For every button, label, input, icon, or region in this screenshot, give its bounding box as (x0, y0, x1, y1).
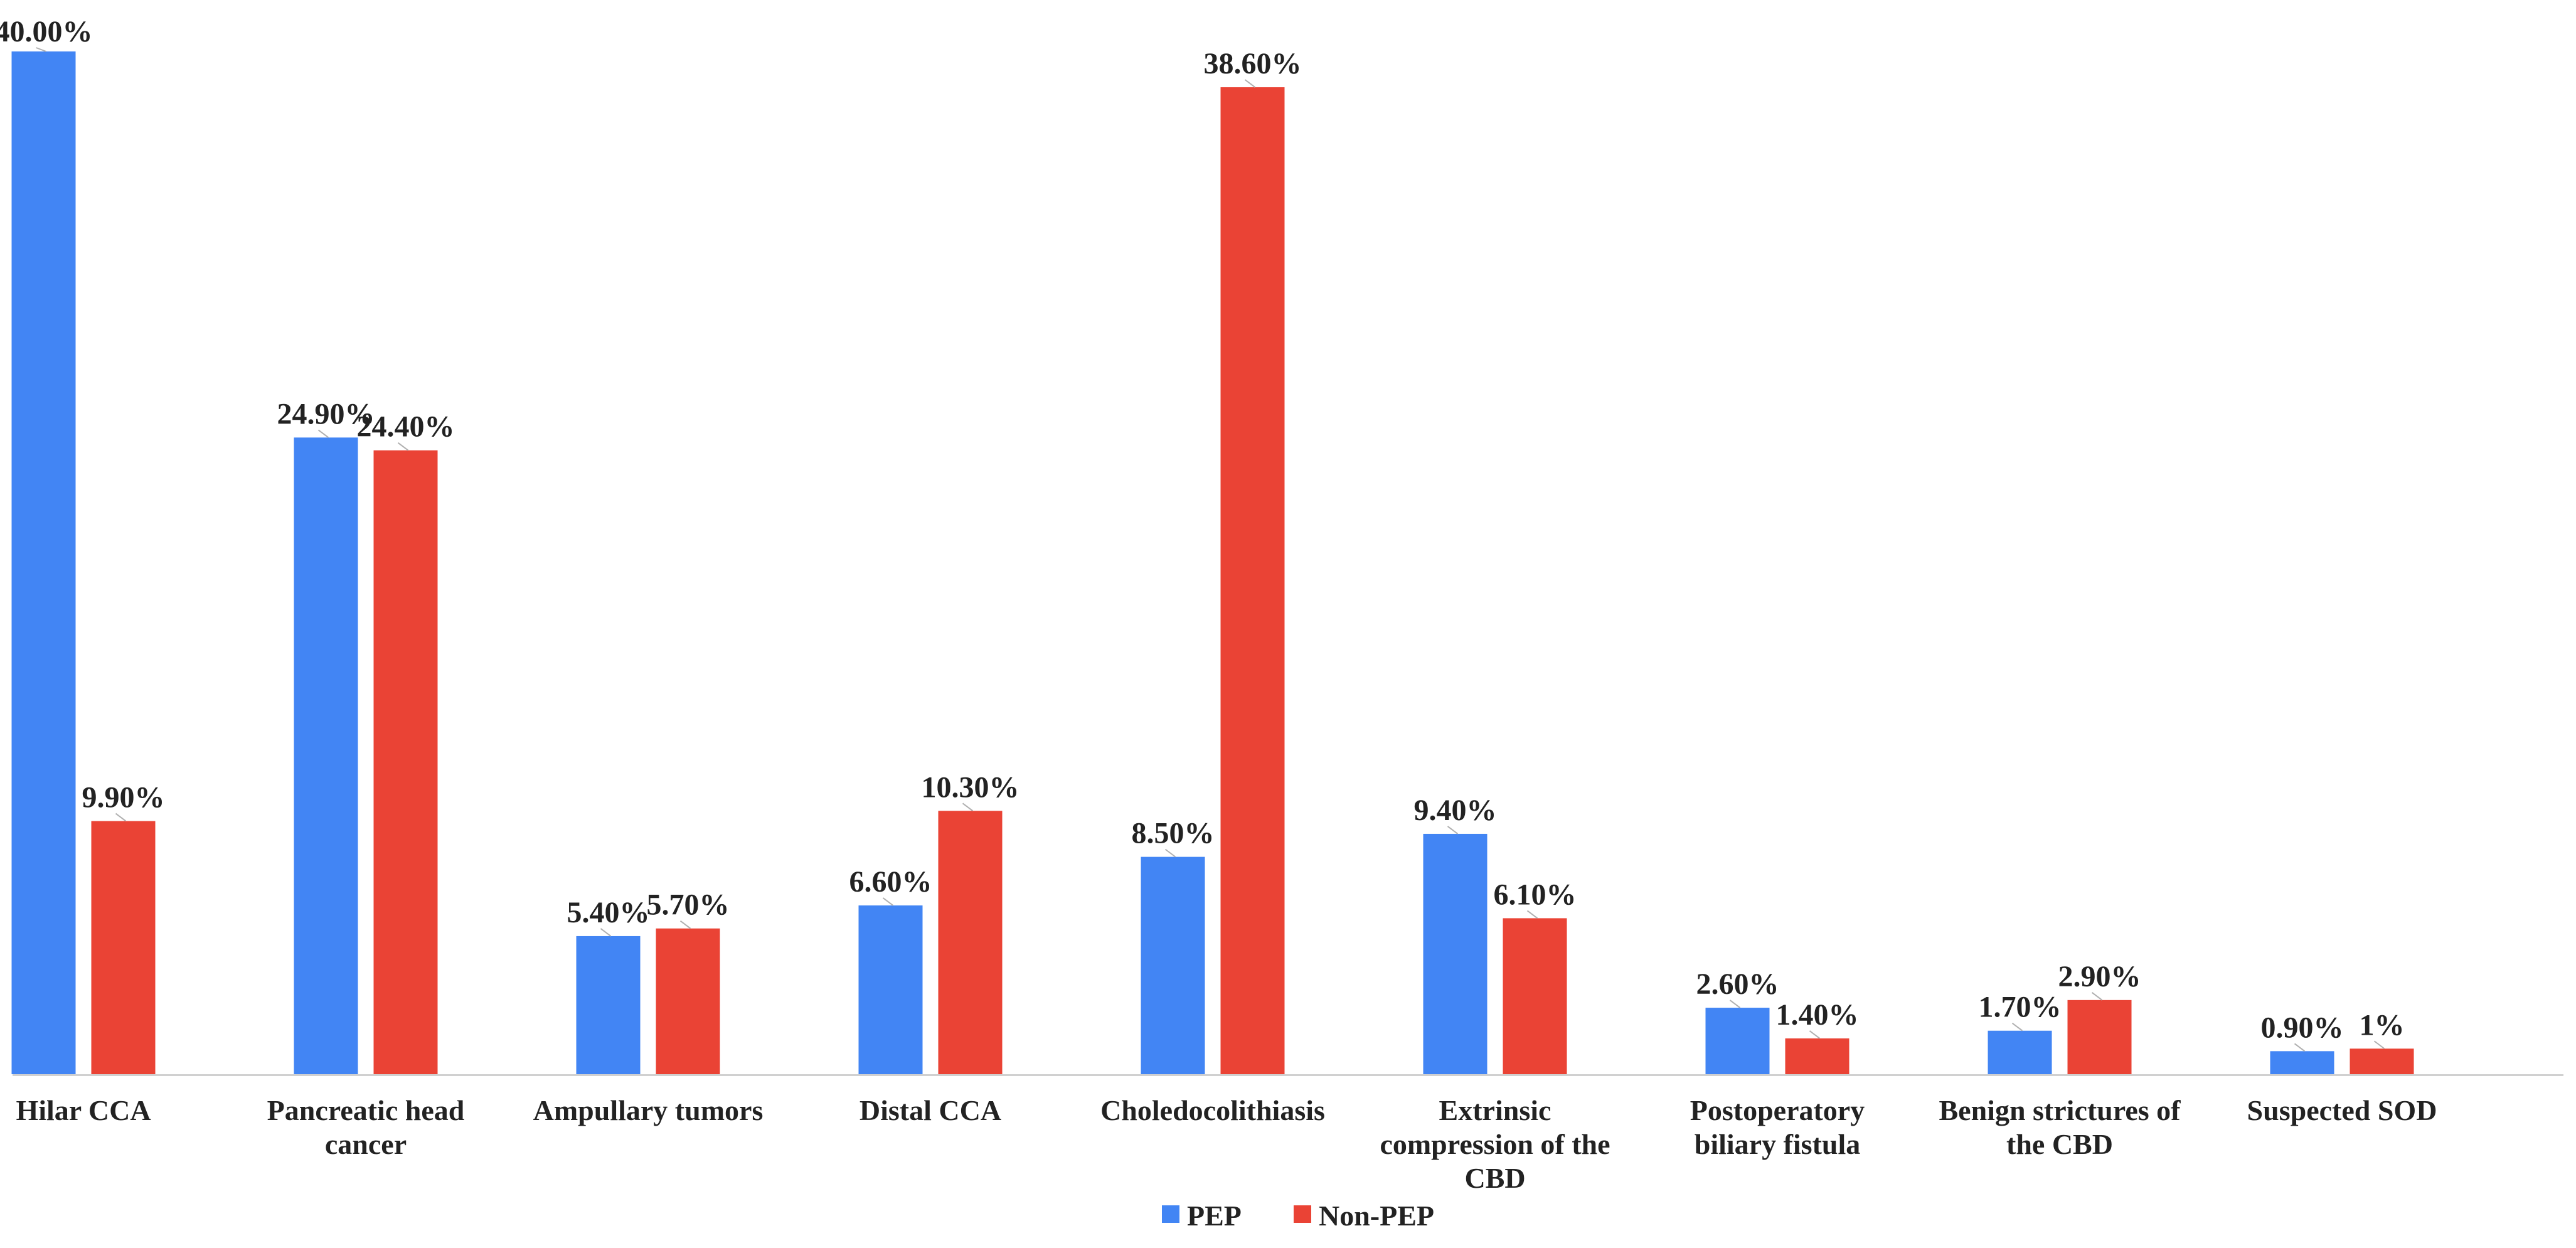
value-label-pep-2: 5.40% (567, 896, 650, 929)
category-label-line: cancer (325, 1128, 407, 1160)
bar-non-pep-5 (1503, 918, 1567, 1074)
leader-line-pep-8 (2294, 1043, 2306, 1052)
leader-line-pep-3 (882, 897, 894, 906)
value-label-pep-8: 0.90% (2261, 1011, 2344, 1044)
leader-line-pep-1 (317, 429, 329, 439)
category-labels-group: Hilar CCA Pancreatic head cancer Ampullary … (16, 1094, 2437, 1194)
category-label-line: Pancreatic head (267, 1094, 465, 1126)
leader-line-non-pep-6 (1809, 1030, 1821, 1039)
bar-non-pep-8 (2350, 1048, 2414, 1074)
value-label-pep-6: 2.60% (1696, 968, 1779, 1001)
legend: PEP Non-PEP (1162, 1200, 1434, 1232)
leader-line-non-pep-3 (962, 803, 974, 812)
leader-line-non-pep-1 (397, 442, 409, 451)
bar-non-pep-7 (2067, 1000, 2132, 1074)
bars-group (11, 51, 2414, 1074)
bar-non-pep-4 (1220, 87, 1285, 1074)
value-labels-group: 40.00% 9.90% 24.90%24.40% 5.40%5.70% 6.60% 10… (0, 15, 2405, 1044)
leader-line-non-pep-8 (2373, 1040, 2385, 1050)
bar-non-pep-3 (938, 811, 1003, 1074)
leader-line-pep-0 (36, 47, 46, 52)
value-label-non-pep-0: 9.90% (82, 781, 165, 814)
leader-line-non-pep-7 (2091, 992, 2103, 1001)
category-label-line: compression of the (1380, 1128, 1610, 1160)
value-label-non-pep-6: 1.40% (1776, 998, 1859, 1032)
category-label-5: Extrinsic compression of the CBD (1380, 1094, 1610, 1194)
legend-label-pep: PEP (1187, 1200, 1242, 1232)
category-label-line: Distal CCA (860, 1094, 1001, 1126)
value-label-pep-5: 9.40% (1414, 794, 1497, 827)
leader-line-non-pep-5 (1526, 910, 1538, 919)
category-label-line: CBD (1464, 1162, 1525, 1194)
leader-line-non-pep-0 (115, 813, 127, 822)
leader-line-non-pep-4 (1244, 79, 1256, 88)
value-label-non-pep-4: 38.60% (1204, 47, 1302, 80)
category-label-0: Hilar CCA (16, 1094, 151, 1126)
category-label-line: Choledocolithiasis (1100, 1094, 1325, 1126)
value-label-pep-7: 1.70% (1979, 991, 2062, 1024)
bar-pep-8 (2270, 1051, 2334, 1074)
value-label-non-pep-5: 6.10% (1494, 878, 1577, 911)
category-label-line: Hilar CCA (16, 1094, 151, 1126)
category-label-1: Pancreatic head cancer (267, 1094, 465, 1160)
legend-swatch-pep (1162, 1205, 1179, 1223)
bar-pep-7 (1988, 1030, 2052, 1074)
leader-line-pep-2 (600, 928, 612, 937)
bar-pep-0 (11, 51, 76, 1074)
leader-line-pep-6 (1729, 1000, 1741, 1008)
category-label-6: Postoperatory biliary fistula (1690, 1094, 1865, 1160)
legend-swatch-non-pep (1294, 1205, 1311, 1223)
value-label-pep-1: 24.90% (277, 397, 375, 430)
category-label-line: Postoperatory (1690, 1094, 1865, 1126)
category-label-line: biliary fistula (1695, 1128, 1861, 1160)
bar-non-pep-1 (373, 450, 438, 1074)
leader-line-pep-5 (1447, 826, 1459, 835)
category-label-line: Ampullary tumors (533, 1094, 764, 1126)
value-label-non-pep-7: 2.90% (2058, 960, 2141, 993)
category-label-8: Suspected SOD (2247, 1094, 2437, 1126)
bar-pep-3 (858, 905, 923, 1074)
value-label-pep-0: 40.00% (0, 15, 93, 48)
leader-line-pep-4 (1164, 848, 1176, 858)
leader-lines-group (36, 47, 2385, 1052)
category-label-line: the CBD (2006, 1128, 2113, 1160)
category-label-line: Benign strictures of (1939, 1094, 2181, 1126)
leader-line-pep-7 (2011, 1022, 2023, 1032)
value-label-pep-3: 6.60% (849, 865, 932, 899)
value-label-pep-4: 8.50% (1132, 817, 1215, 850)
bar-pep-2 (576, 936, 641, 1074)
bar-non-pep-6 (1785, 1038, 1850, 1074)
category-label-2: Ampullary tumors (533, 1094, 764, 1126)
category-label-3: Distal CCA (860, 1094, 1001, 1126)
bar-non-pep-0 (91, 821, 156, 1074)
value-label-non-pep-3: 10.30% (922, 771, 1019, 804)
bar-pep-6 (1705, 1008, 1770, 1074)
category-label-7: Benign strictures of the CBD (1939, 1094, 2181, 1160)
legend-label-non-pep: Non-PEP (1319, 1200, 1434, 1232)
bar-pep-4 (1141, 856, 1205, 1074)
category-label-line: Extrinsic (1439, 1094, 1551, 1126)
bar-non-pep-2 (656, 928, 720, 1074)
value-label-non-pep-2: 5.70% (647, 888, 730, 922)
value-label-non-pep-1: 24.40% (357, 410, 455, 444)
bar-pep-5 (1423, 833, 1488, 1074)
bar-pep-1 (294, 437, 358, 1074)
category-label-4: Choledocolithiasis (1100, 1094, 1325, 1126)
category-label-line: Suspected SOD (2247, 1094, 2437, 1126)
value-label-non-pep-8: 1% (2360, 1008, 2405, 1042)
leader-line-non-pep-2 (679, 920, 691, 929)
